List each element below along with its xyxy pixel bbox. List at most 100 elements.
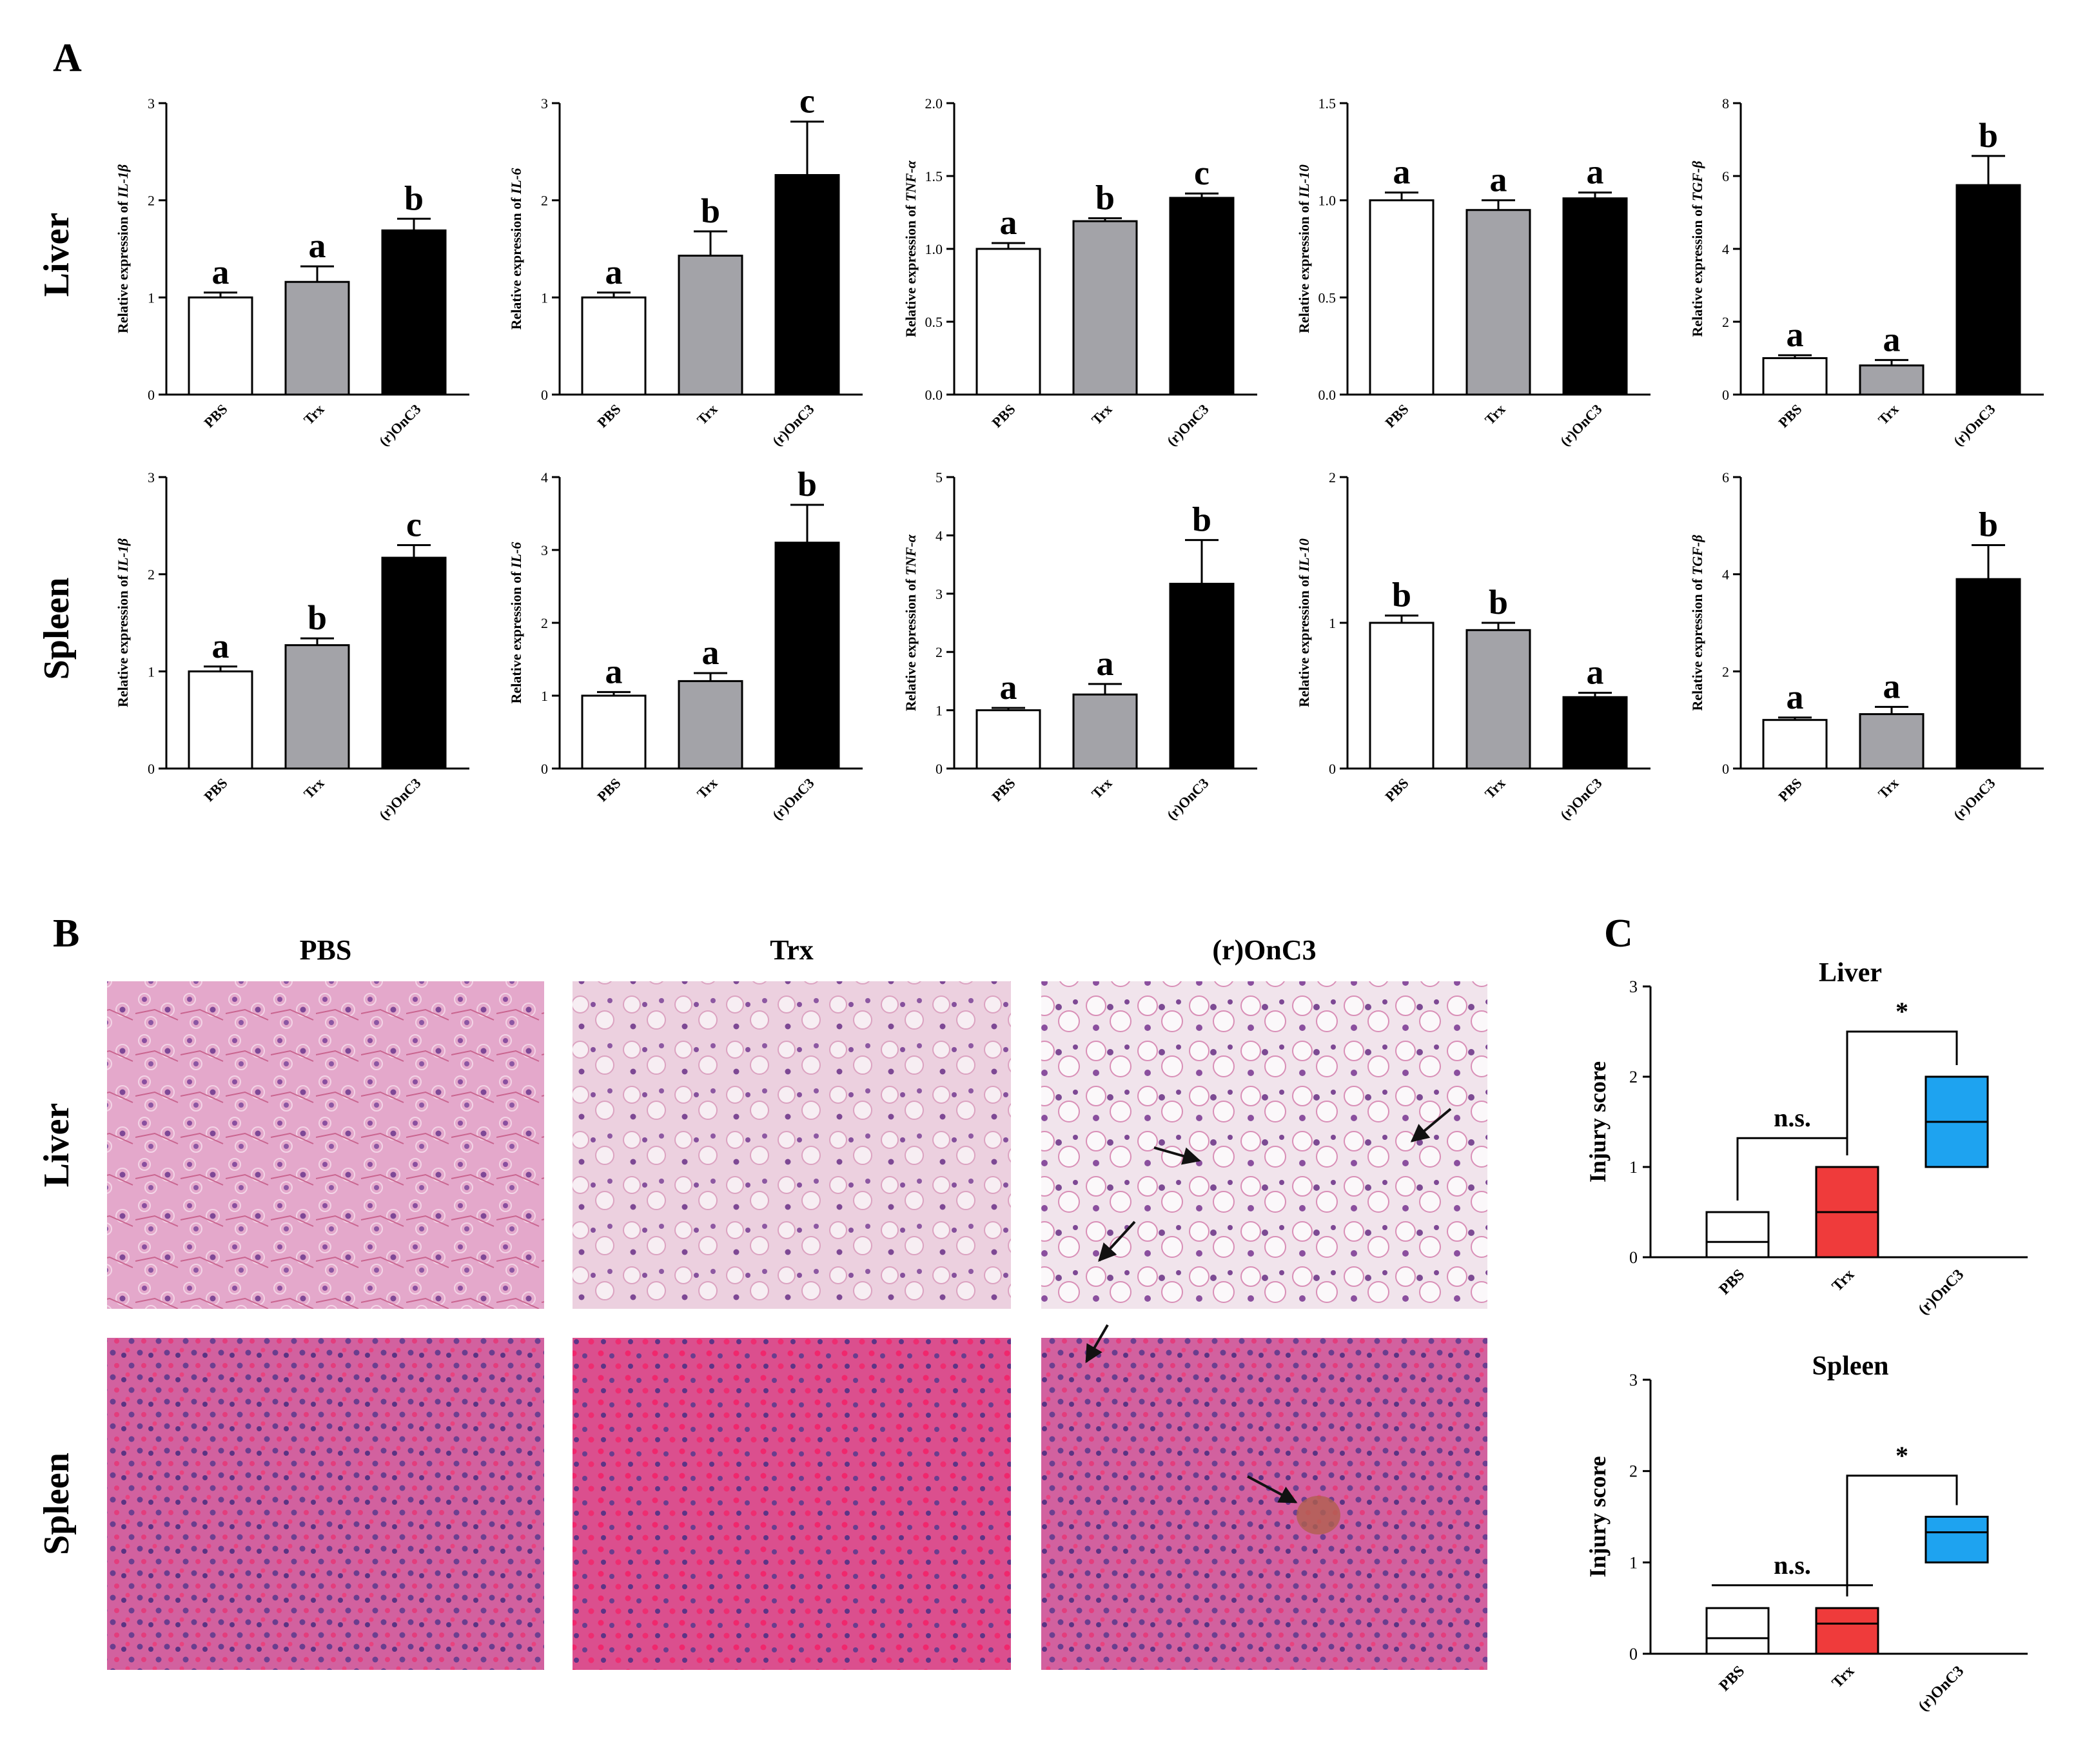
x-tick-label: Trx xyxy=(694,775,721,802)
significance-letter: a xyxy=(1587,153,1604,191)
y-axis-label-prefix: Relative expression of xyxy=(1296,197,1312,333)
significance-letter: b xyxy=(404,179,424,217)
bar xyxy=(284,644,350,770)
x-tick-label: PBS xyxy=(1716,1663,1748,1695)
bar xyxy=(774,173,840,396)
bar xyxy=(188,670,253,770)
y-axis-label: Relative expression of TGF-β xyxy=(1689,161,1705,337)
y-axis-label-gene: TGF-β xyxy=(1689,534,1705,575)
x-tick-label: (r)OnC3 xyxy=(1950,775,1999,823)
y-tick-label: 1.5 xyxy=(925,168,943,184)
y-axis-label-gene: IL-6 xyxy=(508,542,524,569)
x-tick-label: PBS xyxy=(1775,401,1805,431)
he-image-liver-2 xyxy=(1041,981,1487,1309)
bar xyxy=(381,556,447,770)
arrow-annotation xyxy=(1410,1108,1452,1142)
histology-column-title: PBS xyxy=(300,934,352,966)
arrow-annotation xyxy=(1247,1475,1298,1504)
significance-letter: b xyxy=(1095,179,1115,217)
significance-letter: a xyxy=(212,253,230,291)
histology-column-title: Trx xyxy=(770,934,814,966)
significance-letter: b xyxy=(1979,505,1998,544)
x-tick-label: PBS xyxy=(201,775,230,805)
bar xyxy=(975,248,1041,396)
y-tick-label: 2 xyxy=(1722,663,1729,680)
y-axis-label: Injury score xyxy=(1585,1061,1611,1182)
bar xyxy=(1859,713,1925,770)
y-axis-label: Relative expression of TNF-α xyxy=(903,534,919,711)
y-axis-label: Relative expression of TGF-β xyxy=(1689,534,1705,711)
x-tick-label: (r)OnC3 xyxy=(1164,775,1212,823)
panel-label-b: B xyxy=(53,912,79,956)
y-axis-label: Relative expression of IL-6 xyxy=(508,542,524,704)
y-axis-label-gene: TNF-α xyxy=(903,160,919,201)
significance-bracket xyxy=(1846,1475,1958,1597)
y-tick-label: 0 xyxy=(148,387,155,403)
box xyxy=(1705,1211,1770,1259)
y-tick-label: 0 xyxy=(1722,761,1729,777)
box xyxy=(1705,1607,1770,1655)
y-tick-label: 2 xyxy=(541,615,548,631)
box xyxy=(1925,1516,1989,1563)
y-axis-label-gene: IL-1β xyxy=(115,164,131,198)
y-axis-label-gene: TNF-α xyxy=(903,534,919,575)
significance-letter: c xyxy=(1194,153,1210,192)
y-axis-label: Relative expression of TNF-α xyxy=(903,160,919,337)
significance-letter: a xyxy=(1000,668,1017,707)
he-image-liver-1 xyxy=(573,981,1011,1309)
y-tick-label: 2 xyxy=(1329,469,1336,485)
x-tick-label: (r)OnC3 xyxy=(376,775,424,823)
y-tick-label: 1 xyxy=(148,289,155,306)
x-tick-label: PBS xyxy=(988,775,1018,805)
x-tick-label: Trx xyxy=(1088,775,1115,802)
bar-chart-liver-2: 0.0 0.5 1.0 1.5 2.0 Relative expression of TN… xyxy=(903,95,1257,449)
arrow-annotation xyxy=(1153,1146,1201,1165)
bar xyxy=(774,542,840,770)
y-tick-label: 4 xyxy=(541,469,548,485)
bar xyxy=(381,229,447,396)
significance-label: * xyxy=(1895,1441,1908,1470)
y-axis-label: Relative expression of IL-6 xyxy=(508,168,524,330)
x-tick-label: PBS xyxy=(594,401,623,431)
x-tick-label: PBS xyxy=(1775,775,1805,805)
pigment-deposit xyxy=(1297,1496,1340,1534)
x-tick-label: Trx xyxy=(1829,1663,1857,1691)
y-tick-label: 1 xyxy=(1629,1158,1638,1177)
bar xyxy=(1762,357,1828,396)
y-tick-label: 3 xyxy=(1629,1371,1638,1389)
he-image-spleen-1 xyxy=(573,1338,1011,1670)
y-tick-label: 0 xyxy=(935,761,943,777)
bar xyxy=(1465,629,1531,770)
histology-row-label: Liver xyxy=(37,1103,77,1188)
y-tick-label: 0.5 xyxy=(1318,289,1337,306)
y-tick-label: 0 xyxy=(1722,387,1729,403)
y-axis-label-gene: IL-1β xyxy=(115,538,131,572)
y-tick-label: 4 xyxy=(1722,567,1729,583)
x-tick-label: (r)OnC3 xyxy=(769,775,818,823)
x-tick-label: PBS xyxy=(1382,775,1411,805)
y-tick-label: 0 xyxy=(1329,761,1336,777)
bar xyxy=(1169,197,1235,396)
bar xyxy=(678,255,743,396)
y-tick-label: 6 xyxy=(1722,469,1729,485)
y-axis-label: Relative expression of IL-1β xyxy=(115,164,131,333)
bar xyxy=(581,694,647,770)
panel-label-c: C xyxy=(1604,912,1633,956)
y-tick-label: 3 xyxy=(935,586,943,602)
bar xyxy=(1562,696,1628,770)
y-axis-label: Injury score xyxy=(1585,1456,1611,1577)
row-label-liver-a: Liver xyxy=(37,213,77,297)
y-tick-label: 4 xyxy=(935,527,943,544)
bar-chart-spleen-3: 0 1 2 Relative expression of IL-10 b PBS b Trx a… xyxy=(1296,469,1650,823)
x-tick-label: PBS xyxy=(988,401,1018,431)
row-label-spleen-a: Spleen xyxy=(37,578,77,680)
x-tick-label: Trx xyxy=(1875,401,1902,428)
x-tick-label: (r)OnC3 xyxy=(1557,401,1605,449)
y-axis-label-prefix: Relative expression of xyxy=(903,576,919,711)
x-tick-label: Trx xyxy=(1829,1266,1857,1295)
x-tick-label: Trx xyxy=(1482,775,1509,802)
bar xyxy=(1562,197,1628,396)
y-tick-label: 3 xyxy=(541,542,548,558)
x-tick-label: (r)OnC3 xyxy=(769,401,818,449)
